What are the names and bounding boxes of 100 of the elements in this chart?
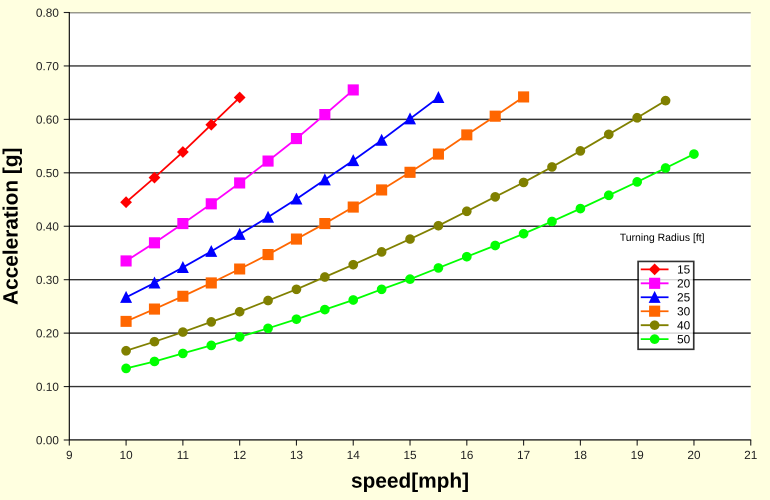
point xyxy=(319,174,330,186)
point xyxy=(234,332,245,342)
point xyxy=(148,237,160,248)
point xyxy=(262,156,274,167)
point xyxy=(177,262,188,273)
point xyxy=(376,247,386,257)
point xyxy=(547,162,557,172)
point xyxy=(234,92,246,104)
point xyxy=(405,234,415,244)
point xyxy=(234,263,246,275)
point xyxy=(462,252,472,262)
point xyxy=(404,166,416,178)
point xyxy=(348,260,358,270)
legend-label: 20 xyxy=(678,279,690,288)
y-tick-label: 0.60 xyxy=(36,115,58,124)
point xyxy=(376,184,388,196)
point xyxy=(432,92,444,104)
x-tick-label: 21 xyxy=(744,450,757,459)
point xyxy=(518,91,530,102)
x-tick-label: 15 xyxy=(404,450,416,460)
point xyxy=(150,356,160,366)
point xyxy=(178,327,188,337)
point xyxy=(518,228,528,239)
x-tick-label: 16 xyxy=(461,450,473,460)
point xyxy=(120,196,132,208)
point xyxy=(689,149,699,159)
point xyxy=(405,274,415,284)
point xyxy=(178,348,188,358)
point xyxy=(348,84,359,96)
x-tick-label: 13 xyxy=(290,450,302,460)
point xyxy=(206,340,216,350)
point xyxy=(632,112,642,123)
point xyxy=(120,292,132,303)
point xyxy=(404,113,416,124)
y-tick-label: 0.40 xyxy=(36,222,58,231)
x-axis-title: speed[mph] xyxy=(352,472,468,492)
point xyxy=(547,216,557,226)
legend-label: 40 xyxy=(677,321,690,330)
y-axis-title: Acceleration [g] xyxy=(2,148,22,304)
point xyxy=(348,201,359,213)
x-tick-label: 20 xyxy=(688,450,700,460)
point xyxy=(234,177,246,189)
point xyxy=(434,263,444,273)
point xyxy=(262,249,274,260)
point xyxy=(234,228,246,240)
point xyxy=(348,295,358,305)
point xyxy=(660,163,670,173)
point xyxy=(120,316,132,327)
point xyxy=(206,246,217,257)
point xyxy=(206,277,217,288)
point xyxy=(290,193,302,205)
x-tick-label: 19 xyxy=(632,450,644,460)
point xyxy=(292,314,302,324)
legend-label: 25 xyxy=(678,293,690,302)
x-tick-label: 14 xyxy=(348,450,360,459)
x-tick-label: 18 xyxy=(574,450,586,460)
point xyxy=(320,272,330,282)
point xyxy=(490,110,501,122)
point xyxy=(292,284,302,294)
point xyxy=(462,206,472,216)
point xyxy=(461,129,472,140)
point xyxy=(660,96,670,106)
legend-label: 30 xyxy=(678,307,690,316)
y-tick-label: 0.50 xyxy=(36,168,58,178)
point xyxy=(206,119,217,130)
point xyxy=(604,129,614,140)
point xyxy=(121,364,131,374)
point xyxy=(576,204,586,214)
point xyxy=(234,306,245,317)
point xyxy=(148,172,160,184)
point xyxy=(434,220,444,231)
point xyxy=(148,277,160,288)
y-tick-label: 0.70 xyxy=(36,62,58,70)
point xyxy=(263,323,273,334)
point xyxy=(319,218,330,230)
point xyxy=(432,148,444,160)
y-tick-label: 0.10 xyxy=(36,382,58,391)
point xyxy=(490,240,500,250)
point xyxy=(518,178,528,188)
point xyxy=(376,134,388,146)
y-tick-label: 0.30 xyxy=(36,276,58,284)
point xyxy=(121,346,131,356)
point xyxy=(177,146,188,158)
point xyxy=(348,154,359,166)
point xyxy=(632,177,642,187)
x-tick-label: 17 xyxy=(518,450,530,459)
point xyxy=(150,336,160,347)
x-tick-label: 9 xyxy=(66,450,72,460)
point xyxy=(319,109,330,120)
point xyxy=(262,212,274,223)
x-tick-label: 11 xyxy=(178,450,188,459)
point xyxy=(290,133,302,144)
point xyxy=(206,198,217,210)
point xyxy=(206,317,216,327)
legend-title: Turning Radius [ft] xyxy=(620,233,704,244)
point xyxy=(490,192,500,202)
point xyxy=(604,190,614,200)
x-tick-label: 12 xyxy=(234,450,246,459)
y-tick-label: 0.80 xyxy=(36,8,58,17)
legend-label: 15 xyxy=(678,265,690,274)
